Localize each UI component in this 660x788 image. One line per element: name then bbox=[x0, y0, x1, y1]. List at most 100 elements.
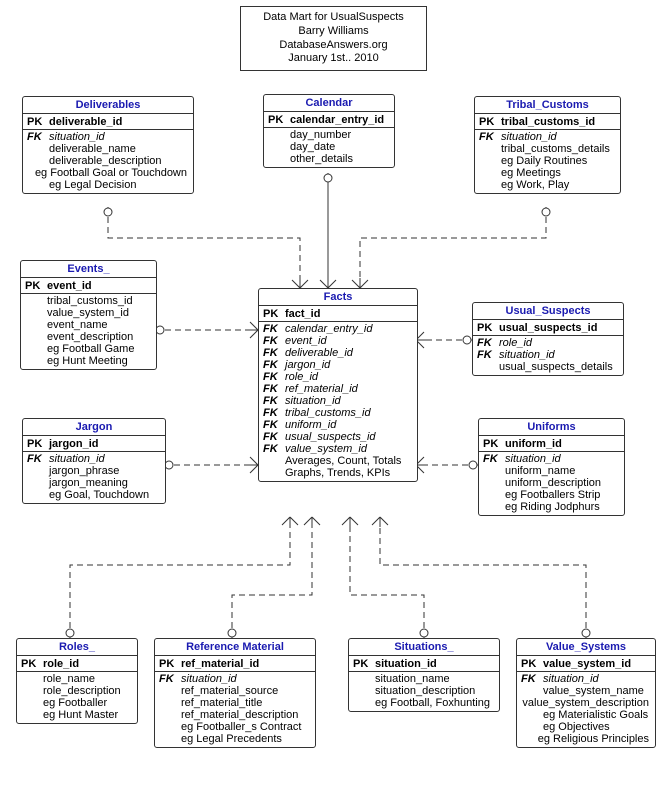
key-type: PK bbox=[475, 116, 501, 128]
pk-divider bbox=[264, 127, 394, 128]
entity-row: FKref_material_id bbox=[259, 383, 417, 395]
key-type: PK bbox=[259, 308, 285, 320]
column-name: Averages, Count, Totals bbox=[285, 455, 417, 467]
column-name: eg Work, Play bbox=[501, 179, 620, 191]
entity-calendar: CalendarPKcalendar_entry_idday_numberday… bbox=[263, 94, 395, 168]
entity-row: FKvalue_system_id bbox=[259, 443, 417, 455]
title-line: DatabaseAnswers.org bbox=[251, 39, 416, 53]
column-name: eg Riding Jodphurs bbox=[505, 501, 624, 513]
column-name: eg Football, Foxhunting bbox=[375, 697, 499, 709]
entity-deliverables: DeliverablesPKdeliverable_idFKsituation_… bbox=[22, 96, 194, 194]
column-name: eg Footballer bbox=[43, 697, 137, 709]
entity-title: Situations_ bbox=[349, 639, 499, 656]
entity-row: PKsituation_id bbox=[349, 658, 499, 670]
key-type: FK bbox=[259, 407, 285, 419]
entity-row: eg Work, Play bbox=[475, 179, 620, 191]
column-name: uniform_id bbox=[285, 419, 417, 431]
key-type: FK bbox=[259, 383, 285, 395]
key-type: FK bbox=[259, 359, 285, 371]
column-name: event_name bbox=[47, 319, 156, 331]
entity-row: usual_suspects_details bbox=[473, 361, 623, 373]
column-name: usual_suspects_details bbox=[499, 361, 623, 373]
er-diagram-canvas: Data Mart for UsualSuspects Barry Willia… bbox=[0, 0, 660, 788]
column-name: value_system_id bbox=[543, 658, 655, 670]
entity-row: jargon_phrase bbox=[23, 465, 165, 477]
pk-divider bbox=[21, 293, 156, 294]
entity-title: Roles_ bbox=[17, 639, 137, 656]
key-type: FK bbox=[479, 453, 505, 465]
entity-row: eg Football Game bbox=[21, 343, 156, 355]
title-line: January 1st.. 2010 bbox=[251, 52, 416, 66]
column-name: value_system_description bbox=[522, 697, 655, 709]
entity-row: PKref_material_id bbox=[155, 658, 315, 670]
entity-facts: FactsPKfact_idFKcalendar_entry_idFKevent… bbox=[258, 288, 418, 482]
entity-body: PKdeliverable_idFKsituation_iddeliverabl… bbox=[23, 114, 193, 193]
entity-row: PKfact_id bbox=[259, 308, 417, 320]
column-name: eg Football Game bbox=[47, 343, 156, 355]
entity-row: FKjargon_id bbox=[259, 359, 417, 371]
entity-row: eg Goal, Touchdown bbox=[23, 489, 165, 501]
column-name: ref_material_source bbox=[181, 685, 315, 697]
entity-usual: Usual_SuspectsPKusual_suspects_idFKrole_… bbox=[472, 302, 624, 376]
column-name: tribal_customs_id bbox=[285, 407, 417, 419]
entity-row: PKjargon_id bbox=[23, 438, 165, 450]
key-type: FK bbox=[473, 337, 499, 349]
column-name: uniform_id bbox=[505, 438, 624, 450]
column-name: uniform_description bbox=[505, 477, 624, 489]
entity-row: FKusual_suspects_id bbox=[259, 431, 417, 443]
entity-row: PKuniform_id bbox=[479, 438, 624, 450]
column-name: calendar_entry_id bbox=[285, 323, 417, 335]
entity-row: other_details bbox=[264, 153, 394, 165]
column-name: eg Footballer_s Contract bbox=[181, 721, 315, 733]
entity-row: eg Hunt Meeting bbox=[21, 355, 156, 367]
key-type: FK bbox=[259, 335, 285, 347]
entity-row: role_description bbox=[17, 685, 137, 697]
entity-uniforms: UniformsPKuniform_idFKsituation_idunifor… bbox=[478, 418, 625, 516]
entity-title: Facts bbox=[259, 289, 417, 306]
key-type: FK bbox=[259, 371, 285, 383]
key-type: PK bbox=[21, 280, 47, 292]
entity-row: eg Daily Routines bbox=[475, 155, 620, 167]
title-line: Data Mart for UsualSuspects bbox=[251, 11, 416, 25]
column-name: jargon_meaning bbox=[49, 477, 165, 489]
entity-title: Deliverables bbox=[23, 97, 193, 114]
entity-title: Tribal_Customs bbox=[475, 97, 620, 114]
entity-body: PKref_material_id FKsituation_idref_mater… bbox=[155, 656, 315, 747]
entity-row: value_system_name bbox=[517, 685, 655, 697]
entity-body: PKtribal_customs_idFKsituation_idtribal_… bbox=[475, 114, 620, 193]
pk-divider bbox=[17, 671, 137, 672]
entity-title: Uniforms bbox=[479, 419, 624, 436]
column-name: deliverable_id bbox=[49, 116, 193, 128]
entity-row: FKsituation_id bbox=[479, 453, 624, 465]
entity-row: ref_material_source bbox=[155, 685, 315, 697]
column-name: deliverable_description bbox=[49, 155, 193, 167]
entity-values: Value_SystemsPKvalue_system_idFKsituatio… bbox=[516, 638, 656, 748]
entity-row: eg Legal Decision bbox=[23, 179, 193, 191]
key-type: FK bbox=[259, 395, 285, 407]
entity-title: Jargon bbox=[23, 419, 165, 436]
column-name: situation_id bbox=[375, 658, 499, 670]
entity-body: PKcalendar_entry_idday_numberday_dateoth… bbox=[264, 112, 394, 167]
column-name: situation_id bbox=[543, 673, 655, 685]
entity-row: FKdeliverable_id bbox=[259, 347, 417, 359]
entity-title: Reference Material bbox=[155, 639, 315, 656]
entity-row: FKsituation_id bbox=[23, 453, 165, 465]
column-name: jargon_id bbox=[285, 359, 417, 371]
column-name: eg Objectives bbox=[543, 721, 655, 733]
column-name: situation_id bbox=[181, 673, 315, 685]
column-name: eg Hunt Meeting bbox=[47, 355, 156, 367]
entity-row: event_description bbox=[21, 331, 156, 343]
column-name: event_id bbox=[47, 280, 156, 292]
column-name: eg Legal Decision bbox=[49, 179, 193, 191]
column-name: value_system_id bbox=[47, 307, 156, 319]
entity-row: eg Football Goal or Touchdown bbox=[23, 167, 193, 179]
entity-roles: Roles_PKrole_idrole_namerole_description… bbox=[16, 638, 138, 724]
entity-row: FKsituation_id bbox=[155, 673, 315, 685]
entity-situations: Situations_PKsituation_idsituation_names… bbox=[348, 638, 500, 712]
entity-tribal: Tribal_CustomsPKtribal_customs_idFKsitua… bbox=[474, 96, 621, 194]
pk-divider bbox=[23, 451, 165, 452]
column-name: calendar_entry_id bbox=[290, 114, 394, 126]
key-type: FK bbox=[23, 131, 49, 143]
entity-row: FKrole_id bbox=[473, 337, 623, 349]
entity-row: FKsituation_id bbox=[473, 349, 623, 361]
